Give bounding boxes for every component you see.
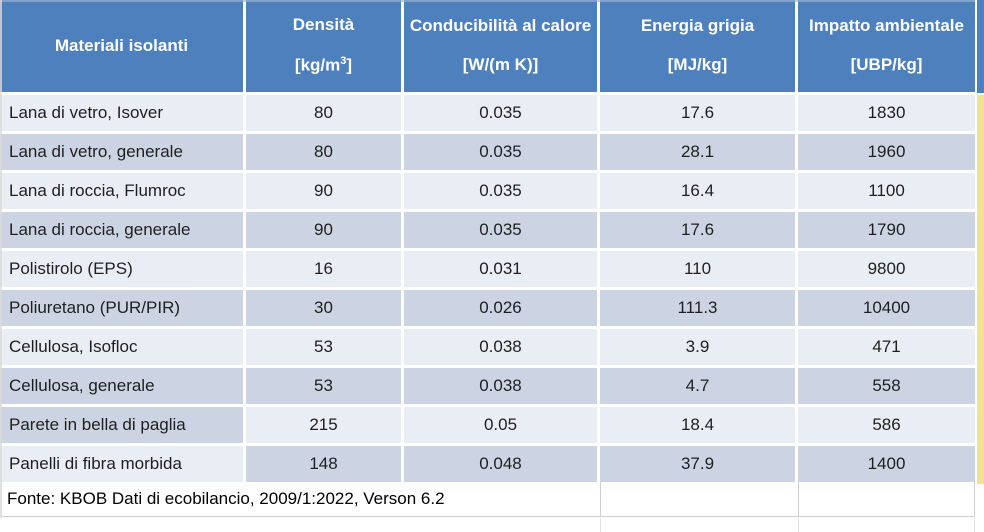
table-top-edge bbox=[0, 0, 975, 2]
column-unit: [UBP/kg] bbox=[850, 55, 923, 74]
cropped-bottom-row bbox=[0, 518, 975, 532]
column-header-conductivity: Conducibilità al calore [W/(m K)] bbox=[404, 0, 597, 92]
column-unit: [MJ/kg] bbox=[667, 55, 728, 74]
footer-empty-cell bbox=[601, 482, 799, 516]
cell-impact: 558 bbox=[798, 368, 975, 404]
cell-grey-energy: 3.9 bbox=[600, 329, 795, 365]
cell-impact: 586 bbox=[798, 407, 975, 443]
source-note: Fonte: KBOB Dati di ecobilancio, 2009/1:… bbox=[0, 482, 601, 516]
cell-conductivity: 0.05 bbox=[404, 407, 597, 443]
cell-grey-energy: 17.6 bbox=[600, 212, 795, 248]
cell-grey-energy: 110 bbox=[600, 251, 795, 287]
cropped-cell bbox=[0, 518, 601, 532]
cell-conductivity: 0.026 bbox=[404, 290, 597, 326]
cell-conductivity: 0.048 bbox=[404, 446, 597, 482]
cell-impact: 1830 bbox=[798, 95, 975, 131]
column-header-environmental-impact: Impatto ambientale [UBP/kg] bbox=[798, 0, 975, 92]
cell-density: 80 bbox=[246, 95, 401, 131]
cell-grey-energy: 28.1 bbox=[600, 134, 795, 170]
cell-impact: 10400 bbox=[798, 290, 975, 326]
cell-material: Parete in bella di paglia bbox=[0, 407, 243, 443]
cell-grey-energy: 111.3 bbox=[600, 290, 795, 326]
column-header-materials: Materiali isolanti bbox=[0, 0, 243, 92]
cell-material: Panelli di fibra morbida bbox=[0, 446, 243, 482]
cell-material: Poliuretano (PUR/PIR) bbox=[0, 290, 243, 326]
column-title: Energia grigia bbox=[640, 16, 755, 36]
cell-grey-energy: 17.6 bbox=[600, 95, 795, 131]
column-unit: [W/(m K)] bbox=[462, 55, 539, 74]
cropped-cell bbox=[799, 518, 975, 532]
insulation-materials-table: Materiali isolanti Densità [kg/m3] Condu… bbox=[0, 0, 975, 482]
cell-conductivity: 0.038 bbox=[404, 329, 597, 365]
cell-impact: 9800 bbox=[798, 251, 975, 287]
column-title: Materiali isolanti bbox=[54, 35, 189, 55]
cell-density: 53 bbox=[246, 329, 401, 365]
cell-material: Cellulosa, Isofloc bbox=[0, 329, 243, 365]
cropped-cell bbox=[601, 518, 799, 532]
cell-impact: 1960 bbox=[798, 134, 975, 170]
cell-material: Lana di vetro, Isover bbox=[0, 95, 243, 131]
cell-material: Cellulosa, generale bbox=[0, 368, 243, 404]
cell-density: 53 bbox=[246, 368, 401, 404]
cell-conductivity: 0.035 bbox=[404, 173, 597, 209]
column-title: Densità bbox=[292, 15, 355, 35]
column-header-grey-energy: Energia grigia [MJ/kg] bbox=[600, 0, 795, 92]
table-left-edge bbox=[0, 0, 2, 518]
cell-grey-energy: 16.4 bbox=[600, 173, 795, 209]
cell-density: 30 bbox=[246, 290, 401, 326]
cell-material: Lana di vetro, generale bbox=[0, 134, 243, 170]
cell-grey-energy: 4.7 bbox=[600, 368, 795, 404]
cell-material: Lana di roccia, Flumroc bbox=[0, 173, 243, 209]
cell-material: Lana di roccia, generale bbox=[0, 212, 243, 248]
cell-conductivity: 0.031 bbox=[404, 251, 597, 287]
cell-density: 16 bbox=[246, 251, 401, 287]
column-header-density: Densità [kg/m3] bbox=[246, 0, 401, 92]
cell-density: 90 bbox=[246, 212, 401, 248]
cropped-highlight-stripe bbox=[977, 95, 984, 484]
cropped-header-stripe bbox=[977, 0, 984, 93]
table-footer-row: Fonte: KBOB Dati di ecobilancio, 2009/1:… bbox=[0, 482, 975, 517]
footer-empty-cell bbox=[799, 482, 975, 516]
cell-impact: 1400 bbox=[798, 446, 975, 482]
cell-conductivity: 0.038 bbox=[404, 368, 597, 404]
cell-grey-energy: 18.4 bbox=[600, 407, 795, 443]
cell-grey-energy: 37.9 bbox=[600, 446, 795, 482]
cell-impact: 1100 bbox=[798, 173, 975, 209]
cell-material: Polistirolo (EPS) bbox=[0, 251, 243, 287]
column-title: Impatto ambientale bbox=[809, 16, 964, 36]
cell-conductivity: 0.035 bbox=[404, 212, 597, 248]
cell-conductivity: 0.035 bbox=[404, 134, 597, 170]
cell-impact: 1790 bbox=[798, 212, 975, 248]
column-title: Conducibilità al calore bbox=[409, 16, 592, 36]
cell-impact: 471 bbox=[798, 329, 975, 365]
cell-density: 90 bbox=[246, 173, 401, 209]
cell-density: 215 bbox=[246, 407, 401, 443]
cell-density: 80 bbox=[246, 134, 401, 170]
cell-conductivity: 0.035 bbox=[404, 95, 597, 131]
cell-density: 148 bbox=[246, 446, 401, 482]
column-unit: [kg/m3] bbox=[294, 55, 353, 75]
